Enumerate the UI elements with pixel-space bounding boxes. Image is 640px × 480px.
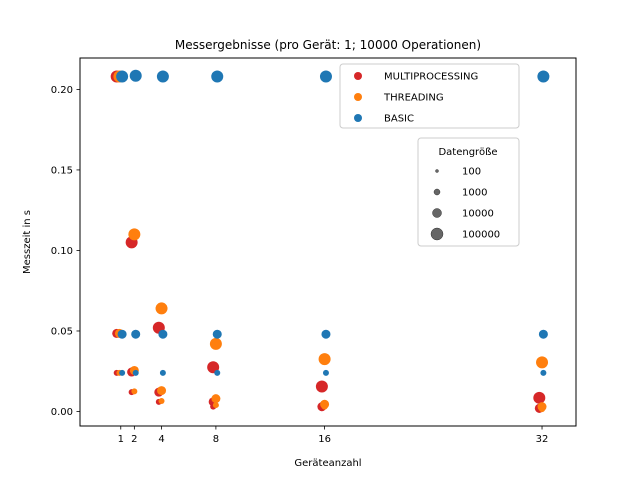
x-tick-label: 2	[131, 434, 137, 445]
point-basic-1	[117, 329, 127, 339]
point-basic-5	[132, 369, 139, 376]
point-threading-7	[157, 386, 167, 396]
size-legend-marker	[435, 169, 439, 173]
size-legend-label: 1000	[462, 188, 487, 199]
legend-marker-multiprocessing	[354, 72, 362, 80]
point-basic-11	[214, 369, 221, 376]
point-threading-11	[212, 402, 219, 409]
point-threading-5	[131, 388, 138, 395]
size-legend-label: 10000	[462, 209, 494, 220]
point-basic-8	[159, 369, 166, 376]
point-basic-12	[319, 70, 332, 83]
x-tick-label: 1	[118, 434, 124, 445]
size-legend-marker	[433, 188, 441, 196]
point-basic-6	[156, 70, 169, 83]
size-legend-marker	[430, 227, 444, 241]
legend-label-multiprocessing: MULTIPROCESSING	[384, 72, 478, 83]
point-basic-16	[538, 329, 548, 339]
point-basic-0	[116, 70, 129, 83]
y-axis-label: Messzeit in s	[22, 210, 33, 274]
point-multiprocessing-15	[533, 391, 546, 404]
x-axis-ticks: 1 2 4 8 16 32	[118, 426, 549, 445]
x-axis-label: Geräteanzahl	[294, 458, 361, 469]
point-basic-13	[321, 329, 331, 339]
point-threading-8	[158, 398, 165, 405]
y-tick-label: 0.05	[51, 326, 73, 337]
chart-title: Messergebnisse (pro Gerät: 1; 10000 Oper…	[175, 38, 481, 52]
point-threading-6	[155, 302, 168, 315]
point-basic-3	[129, 69, 142, 82]
points-layer	[110, 69, 550, 413]
size-legend: Datengröße 100 1000 10000 100000	[417, 137, 520, 247]
y-tick-label: 0.20	[51, 85, 73, 96]
size-legend-title: Datengröße	[438, 147, 497, 158]
legend-label-threading: THREADING	[383, 93, 444, 104]
point-threading-12	[318, 353, 331, 366]
legend-label-basic: BASIC	[384, 114, 414, 125]
size-legend-label: 100	[462, 167, 481, 178]
point-threading-15	[536, 356, 549, 369]
y-tick-label: 0.10	[51, 246, 73, 257]
size-legend-box	[417, 137, 520, 247]
point-threading-10	[211, 394, 221, 404]
point-threading-14	[321, 403, 328, 410]
legend-marker-threading	[354, 93, 362, 101]
y-tick-label: 0.00	[51, 407, 73, 418]
point-basic-7	[158, 329, 168, 339]
x-tick-label: 8	[213, 434, 219, 445]
point-basic-4	[131, 329, 141, 339]
x-tick-label: 4	[158, 434, 164, 445]
series-legend: MULTIPROCESSING THREADING BASIC	[339, 63, 520, 129]
point-basic-17	[540, 369, 547, 376]
point-threading-9	[209, 337, 222, 350]
x-tick-label: 32	[536, 434, 549, 445]
size-legend-marker	[432, 208, 442, 218]
size-legend-entries: 100 1000 10000 100000	[430, 167, 500, 241]
point-basic-2	[119, 369, 126, 376]
point-basic-10	[212, 329, 222, 339]
y-tick-label: 0.15	[51, 165, 73, 176]
plot-frame	[79, 57, 577, 427]
size-legend-label: 100000	[462, 230, 500, 241]
series-legend-entries: MULTIPROCESSING THREADING BASIC	[354, 72, 478, 125]
point-threading-17	[539, 406, 546, 413]
x-tick-label: 16	[318, 434, 331, 445]
point-multiprocessing-12	[315, 380, 328, 393]
point-basic-14	[322, 369, 329, 376]
point-basic-9	[211, 70, 224, 83]
y-axis-ticks: 0.00 0.05 0.10 0.15 0.20	[51, 85, 80, 418]
legend-marker-basic	[354, 114, 362, 122]
point-threading-3	[128, 228, 141, 241]
series-legend-box	[339, 63, 520, 129]
point-basic-15	[537, 70, 550, 83]
